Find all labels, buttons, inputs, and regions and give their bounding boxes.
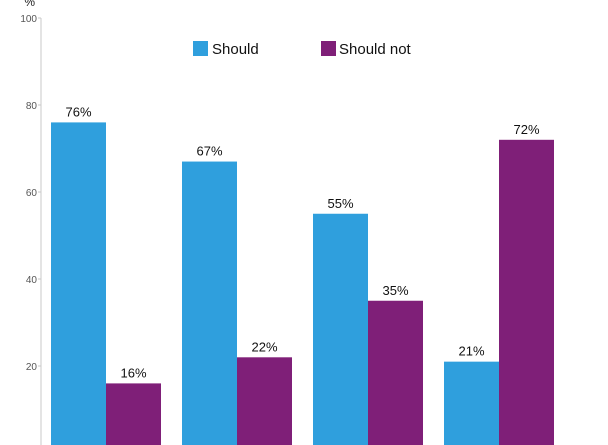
data-label-should-2: 67% xyxy=(196,144,222,159)
y-tick-label: 40 xyxy=(26,275,38,286)
data-label-should-not-2: 22% xyxy=(251,339,277,354)
bar-should-not-3 xyxy=(368,300,423,445)
data-label-should-not-1: 16% xyxy=(120,365,146,380)
bar-should-4 xyxy=(444,361,499,445)
bar-should-not-1 xyxy=(106,383,161,445)
data-label-should-4: 21% xyxy=(458,344,484,359)
legend-label-should: Should xyxy=(212,41,259,58)
y-tick-label: 100 xyxy=(20,14,37,25)
data-label-should-not-3: 35% xyxy=(382,283,408,298)
data-label-should-3: 55% xyxy=(327,196,353,211)
bar-should-1 xyxy=(51,122,106,445)
bar-should-3 xyxy=(313,213,368,445)
axis-layer: % 20 40 60 80 100 xyxy=(20,0,42,445)
legend-label-should-not: Should not xyxy=(339,41,412,58)
bar-should-not-2 xyxy=(237,357,292,445)
legend: Should Should not xyxy=(193,41,412,58)
bar-should-not-4 xyxy=(499,139,554,445)
bar-should-2 xyxy=(182,161,237,445)
data-label-should-not-4: 72% xyxy=(513,122,539,137)
bar-layer xyxy=(51,122,554,445)
label-layer: 76% 67% 55% 21% 16% 22% 35% 72% xyxy=(65,104,539,380)
y-tick-label: 80 xyxy=(26,101,38,112)
y-axis-unit-label: % xyxy=(24,0,35,9)
data-label-should-1: 76% xyxy=(65,104,91,119)
y-tick-label: 20 xyxy=(26,362,38,373)
y-tick-label: 60 xyxy=(26,188,38,199)
legend-swatch-should-not xyxy=(321,41,336,56)
legend-swatch-should xyxy=(193,41,208,56)
